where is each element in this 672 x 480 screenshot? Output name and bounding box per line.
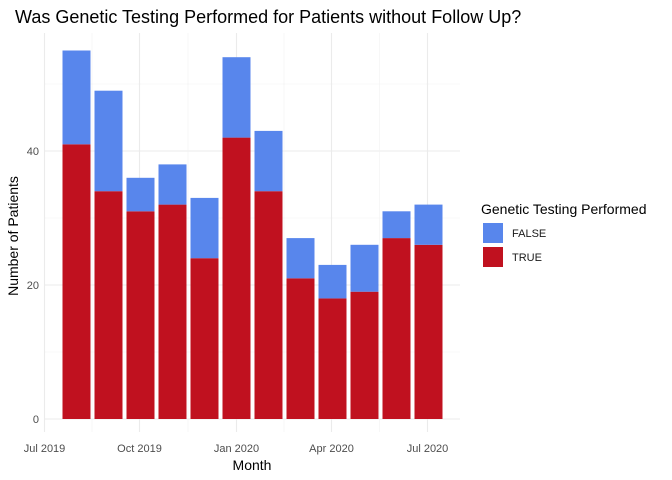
bar-false	[318, 264, 347, 299]
y-tick-label: 0	[33, 414, 39, 426]
bar-true	[382, 238, 411, 419]
bar-false	[190, 197, 219, 259]
legend-label-true: TRUE	[512, 252, 542, 264]
bar-false	[286, 238, 315, 279]
bar-true	[190, 258, 219, 419]
legend: Genetic Testing Performed FALSE TRUE	[481, 201, 647, 267]
bar-true	[286, 278, 315, 419]
bar-true	[222, 137, 251, 419]
bar-true	[62, 144, 91, 420]
bar-true	[350, 291, 379, 419]
bar-false	[414, 204, 443, 245]
bar-true	[318, 298, 347, 419]
y-axis-title: Number of Patients	[5, 176, 21, 296]
chart-title: Was Genetic Testing Performed for Patien…	[15, 7, 521, 27]
legend-title: Genetic Testing Performed	[481, 201, 647, 217]
x-tick-label: Oct 2019	[117, 443, 162, 455]
x-tick-label: Jul 2019	[24, 443, 66, 455]
bar-true	[94, 191, 123, 419]
bar-false	[382, 211, 411, 239]
x-axis-title: Month	[233, 457, 272, 473]
bar-true	[414, 244, 443, 419]
x-tick-label: Jul 2020	[407, 443, 449, 455]
bar-false	[158, 164, 187, 205]
bar-false	[94, 90, 123, 192]
legend-key-true	[483, 247, 503, 267]
bar-false	[222, 57, 251, 138]
bars	[62, 50, 443, 420]
bar-false	[62, 50, 91, 145]
bar-true	[254, 191, 283, 419]
bar-true	[158, 204, 187, 419]
x-tick-label: Jan 2020	[214, 443, 259, 455]
y-tick-label: 20	[27, 280, 39, 292]
x-tick-label: Apr 2020	[309, 443, 354, 455]
x-axis-ticks: Jul 2019 Oct 2019 Jan 2020 Apr 2020 Jul 2020	[24, 443, 449, 455]
bar-true	[126, 211, 155, 419]
bar-false	[126, 177, 155, 212]
y-axis-ticks: 0 20 40	[27, 146, 39, 426]
legend-key-false	[483, 223, 503, 243]
y-tick-label: 40	[27, 146, 39, 158]
bar-false	[350, 244, 379, 292]
legend-label-false: FALSE	[512, 228, 546, 240]
bar-false	[254, 130, 283, 192]
